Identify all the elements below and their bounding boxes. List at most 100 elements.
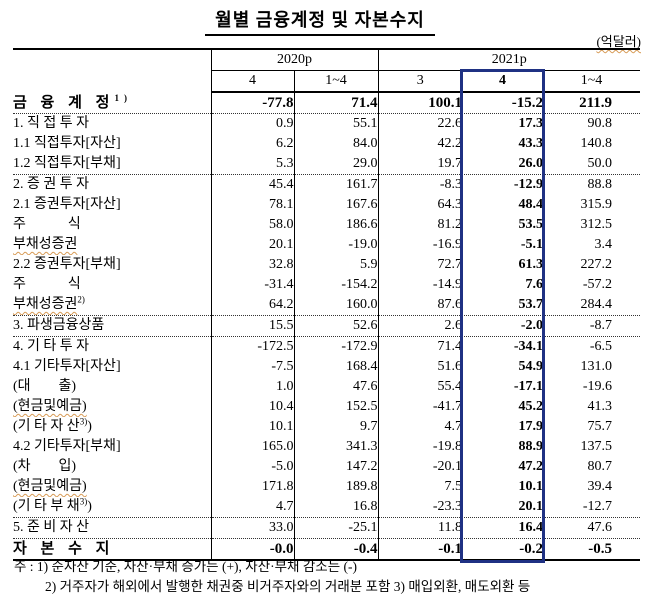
value-cell: 75.7 bbox=[587, 419, 613, 434]
table-row: 2. 증 권 투 자 45.4 161.7 -8.3 -12.9 88.8 bbox=[13, 174, 640, 195]
value-cell: -172.9 bbox=[294, 336, 379, 357]
value-cell: 17.3 bbox=[518, 116, 544, 131]
financial-table: 2020p 2021p 4 1~4 3 4 1~4 금 융 계 정1) -77.8… bbox=[13, 48, 641, 561]
value-cell: 71.4 bbox=[437, 339, 463, 354]
value-cell: -12.9 bbox=[513, 177, 543, 192]
value-cell: 165.0 bbox=[211, 437, 295, 457]
value-cell: 186.6 bbox=[294, 215, 379, 235]
row-label: 주 식 bbox=[13, 215, 212, 235]
value-cell: -77.8 bbox=[211, 92, 295, 114]
value-cell: 20.1 bbox=[462, 497, 543, 518]
value-cell: 17.9 bbox=[518, 419, 544, 434]
value-cell: -41.7 bbox=[432, 399, 462, 414]
value-cell: 10.4 bbox=[211, 397, 295, 417]
value-cell: 55.1 bbox=[294, 113, 379, 134]
value-cell: 29.0 bbox=[294, 154, 379, 175]
footnote-1: 주 : 1) 순자산 기준, 자산·부채 증가는 (+), 자산·부채 감소는 … bbox=[14, 559, 357, 574]
row-label: 4.1 기타투자[자산] bbox=[13, 357, 212, 377]
row-label: (기 타 자 산3)) bbox=[13, 417, 212, 437]
footnotes: 주 : 1) 순자산 기준, 자산·부채 증가는 (+), 자산·부채 감소는 … bbox=[14, 557, 654, 597]
value-cell: 41.3 bbox=[587, 399, 613, 414]
table-row: 2.2 증권투자[부채] 32.8 5.9 72.7 61.3 227.2 bbox=[13, 255, 640, 275]
row-label: 2. 증 권 투 자 bbox=[13, 174, 212, 195]
table-row: 부채성증권2) 64.2 160.0 87.6 53.7 284.4 bbox=[13, 295, 641, 316]
value-cell: -5.0 bbox=[211, 457, 295, 477]
table-row: 4.1 기타투자[자산] -7.5 168.4 51.6 54.9 131.0 bbox=[13, 357, 640, 377]
value-cell: -16.9 bbox=[432, 237, 462, 252]
value-cell: 100.1 bbox=[378, 92, 462, 114]
value-cell: -0.1 bbox=[438, 541, 462, 557]
row-label: 3. 파생금융상품 bbox=[13, 315, 212, 337]
value-cell: 15.5 bbox=[211, 315, 295, 337]
table-body: 금 융 계 정1) -77.8 71.4 100.1 -15.2 211.9 1. 직 접 … bbox=[13, 92, 641, 560]
table-row: 1.1 직접투자[자산] 6.2 84.0 42.2 43.3 140.8 bbox=[13, 134, 640, 154]
value-cell: 6.2 bbox=[211, 134, 295, 154]
value-cell: 47.6 bbox=[543, 517, 641, 539]
value-cell: 7.5 bbox=[444, 479, 463, 494]
value-cell: 11.8 bbox=[378, 517, 462, 539]
value-cell: 88.8 bbox=[587, 177, 613, 192]
value-cell: -0.4 bbox=[294, 538, 379, 560]
value-cell: 211.9 bbox=[543, 92, 641, 114]
table-row: (기 타 자 산3)) 10.1 9.7 4.7 17.9 75.7 bbox=[13, 417, 640, 437]
value-cell: 53.7 bbox=[462, 295, 543, 316]
value-cell: 168.4 bbox=[294, 357, 379, 377]
value-cell: 171.8 bbox=[211, 477, 295, 497]
value-cell: 54.9 bbox=[518, 359, 544, 374]
value-cell: -5.1 bbox=[520, 237, 543, 252]
value-cell: 3.4 bbox=[594, 237, 613, 252]
row-label: 1.2 직접투자[부채] bbox=[13, 154, 212, 175]
value-cell: 5.3 bbox=[211, 154, 295, 175]
row-label: (현금및예금) bbox=[13, 397, 212, 417]
value-cell: 39.4 bbox=[587, 479, 613, 494]
value-cell: 55.4 bbox=[437, 379, 463, 394]
table-row: 1.2 직접투자[부채] 5.3 29.0 19.7 26.0 50.0 bbox=[13, 154, 641, 175]
table-row: (현금및예금) 171.8 189.8 7.5 10.1 39.4 bbox=[13, 477, 640, 497]
table-row: 2.1 증권투자[자산] 78.1 167.6 64.3 48.4 315.9 bbox=[13, 195, 640, 215]
table-row: 1. 직 접 투 자 0.9 55.1 22.6 17.3 90.8 bbox=[13, 113, 640, 134]
table-row: (기 타 부 채3)) 4.7 16.8 -23.3 20.1 -12.7 bbox=[13, 497, 641, 518]
value-cell: -0.2 bbox=[519, 541, 543, 557]
value-cell: 10.1 bbox=[518, 479, 544, 494]
value-cell: 22.6 bbox=[437, 116, 463, 131]
value-cell: 80.7 bbox=[587, 459, 613, 474]
value-cell: 64.2 bbox=[211, 295, 295, 316]
value-cell: -0.0 bbox=[211, 538, 295, 560]
value-cell: 0.9 bbox=[211, 113, 295, 134]
value-cell: -34.1 bbox=[513, 339, 543, 354]
row-label: (현금및예금) bbox=[13, 477, 212, 497]
table-row: 금 융 계 정1) -77.8 71.4 100.1 -15.2 211.9 bbox=[13, 92, 641, 114]
value-cell: 78.1 bbox=[211, 195, 295, 215]
value-cell: -31.4 bbox=[211, 275, 295, 295]
row-label: 주 식 bbox=[13, 275, 212, 295]
value-cell: -17.1 bbox=[513, 379, 543, 394]
row-label: 2.1 증권투자[자산] bbox=[13, 195, 212, 215]
header-group-row: 2020p 2021p bbox=[13, 49, 641, 92]
value-cell: 131.0 bbox=[580, 359, 613, 374]
table-row: (현금및예금) 10.4 152.5 -41.7 45.2 41.3 bbox=[13, 397, 640, 417]
value-cell: 71.4 bbox=[294, 92, 379, 114]
value-cell: -172.5 bbox=[211, 336, 295, 357]
header-group-2020p: 2020p bbox=[211, 49, 379, 71]
value-cell: 61.3 bbox=[518, 257, 544, 272]
value-cell: 32.8 bbox=[211, 255, 295, 275]
value-cell: 189.8 bbox=[294, 477, 379, 497]
table-row: 주 식 58.0 186.6 81.2 53.5 312.5 bbox=[13, 215, 640, 235]
row-label: 5. 준 비 자 산 bbox=[13, 517, 212, 539]
value-cell: 43.3 bbox=[518, 136, 544, 151]
value-cell: 4.7 bbox=[211, 497, 295, 518]
row-label: 부채성증권2) bbox=[13, 295, 212, 316]
value-cell: 52.6 bbox=[294, 315, 379, 337]
value-cell: 10.1 bbox=[211, 417, 295, 437]
table-row: 4. 기 타 투 자 -172.5 -172.9 71.4 -34.1 -6.5 bbox=[13, 336, 640, 357]
value-cell: -19.6 bbox=[582, 379, 613, 394]
value-cell: -19.0 bbox=[294, 235, 379, 255]
header-2021p-4: 4 bbox=[462, 70, 543, 93]
value-cell: 5.9 bbox=[294, 255, 379, 275]
value-cell: -8.7 bbox=[543, 315, 641, 337]
value-cell: -2.0 bbox=[462, 315, 543, 337]
row-label: 2.2 증권투자[부채] bbox=[13, 255, 212, 275]
value-cell: 45.2 bbox=[518, 399, 544, 414]
value-cell: -154.2 bbox=[294, 275, 379, 295]
row-label: (기 타 부 채3)) bbox=[13, 497, 212, 518]
